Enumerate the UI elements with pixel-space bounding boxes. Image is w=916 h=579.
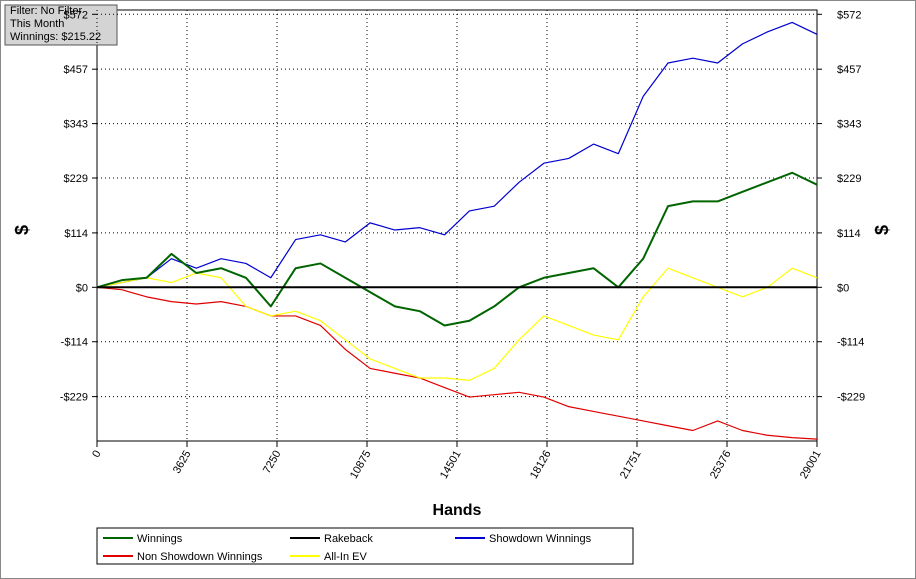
y2-tick-label: -$114 bbox=[837, 337, 864, 349]
y2-axis-label: $ bbox=[872, 225, 892, 235]
series-line bbox=[96, 21, 818, 288]
y2-tick-label: $229 bbox=[837, 173, 861, 185]
y-tick-label: $229 bbox=[64, 173, 88, 185]
series-line bbox=[96, 267, 818, 381]
series-line bbox=[96, 286, 818, 440]
plot-area bbox=[96, 9, 818, 442]
y-tick-label: $0 bbox=[76, 282, 88, 294]
info-text: This Month bbox=[10, 18, 64, 30]
y2-tick-label: $572 bbox=[837, 9, 861, 21]
y-tick-label: $572 bbox=[64, 9, 88, 21]
y2-tick-label: $0 bbox=[837, 282, 849, 294]
y-tick-label: $457 bbox=[64, 64, 88, 76]
series-line bbox=[96, 171, 818, 327]
y2-tick-label: $457 bbox=[837, 64, 861, 76]
y-tick-label: $343 bbox=[64, 119, 88, 131]
y2-tick-label: $114 bbox=[837, 228, 861, 240]
info-text: Filter: No Filter bbox=[10, 5, 82, 17]
x-axis-label: Hands bbox=[433, 502, 482, 519]
y-tick-label: $114 bbox=[64, 228, 88, 240]
legend-label: All-In EV bbox=[324, 551, 367, 563]
legend-label: Non Showdown Winnings bbox=[137, 551, 263, 563]
y-tick-label: -$229 bbox=[60, 392, 88, 404]
legend-label: Showdown Winnings bbox=[489, 533, 592, 545]
legend-label: Rakeback bbox=[324, 533, 373, 545]
info-text: Winnings: $215.22 bbox=[10, 31, 101, 43]
y-axis-label: $ bbox=[12, 225, 32, 235]
x-tick-label: 0 bbox=[90, 449, 103, 460]
y2-tick-label: $343 bbox=[837, 119, 861, 131]
y-tick-label: -$114 bbox=[61, 337, 88, 349]
legend-label: Winnings bbox=[137, 533, 183, 545]
legend bbox=[96, 527, 634, 565]
y2-tick-label: -$229 bbox=[837, 392, 865, 404]
info-box bbox=[4, 4, 118, 46]
